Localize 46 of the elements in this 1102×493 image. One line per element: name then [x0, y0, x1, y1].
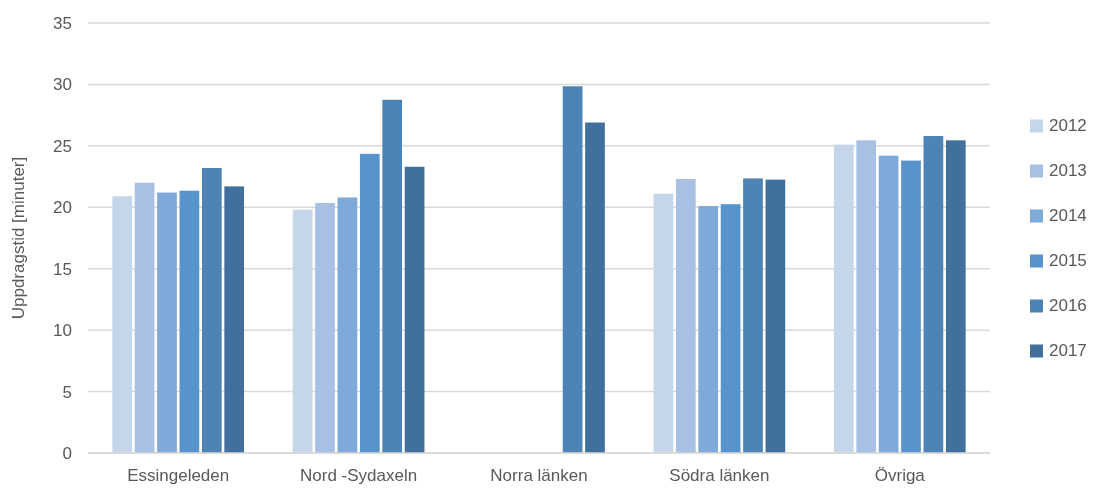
- bar: [404, 166, 425, 453]
- bar: [923, 136, 944, 453]
- y-axis-title: Uppdragstid [minuter]: [9, 156, 28, 320]
- bar: [945, 140, 966, 453]
- legend-label: 2017: [1049, 341, 1087, 361]
- bar: [359, 153, 380, 453]
- bar: [856, 140, 877, 453]
- bar: [765, 179, 786, 453]
- bar: [337, 197, 358, 453]
- bar: [382, 99, 403, 453]
- bar: [653, 193, 674, 453]
- x-tick-label: Norra länken: [490, 466, 588, 485]
- bar: [179, 190, 200, 453]
- bar: [698, 206, 719, 453]
- bar: [201, 167, 222, 453]
- bar: [224, 186, 245, 453]
- bar: [675, 179, 696, 453]
- bar: [901, 160, 921, 453]
- y-tick-label: 0: [62, 443, 72, 463]
- y-tick-label: 20: [53, 198, 72, 218]
- y-tick-label: 25: [53, 136, 72, 156]
- y-tick-label: 5: [62, 382, 72, 402]
- y-tick-label: 10: [53, 321, 72, 341]
- bar: [585, 122, 605, 453]
- bar: [315, 202, 335, 453]
- x-tick-label: Essingeleden: [127, 466, 230, 485]
- legend-label: 2014: [1049, 206, 1087, 226]
- legend-label: 2015: [1049, 251, 1087, 271]
- x-tick-label: Övriga: [874, 466, 926, 485]
- bar: [112, 196, 133, 453]
- bar: [833, 144, 854, 453]
- bar: [878, 155, 899, 453]
- bar: [292, 209, 313, 453]
- x-tick-label: Nord -Sydaxeln: [300, 466, 418, 485]
- legend-label: 2012: [1049, 116, 1087, 136]
- bar: [743, 178, 763, 453]
- bar: [720, 204, 741, 453]
- bar: [562, 86, 583, 453]
- bar: [157, 192, 177, 453]
- legend-label: 2013: [1049, 161, 1087, 181]
- x-tick-label: Södra länken: [669, 466, 770, 485]
- y-tick-label: 15: [53, 259, 72, 279]
- y-tick-label: 30: [53, 75, 72, 95]
- legend-label: 2016: [1049, 296, 1087, 316]
- y-tick-label: 35: [53, 13, 72, 33]
- bar: [134, 182, 155, 453]
